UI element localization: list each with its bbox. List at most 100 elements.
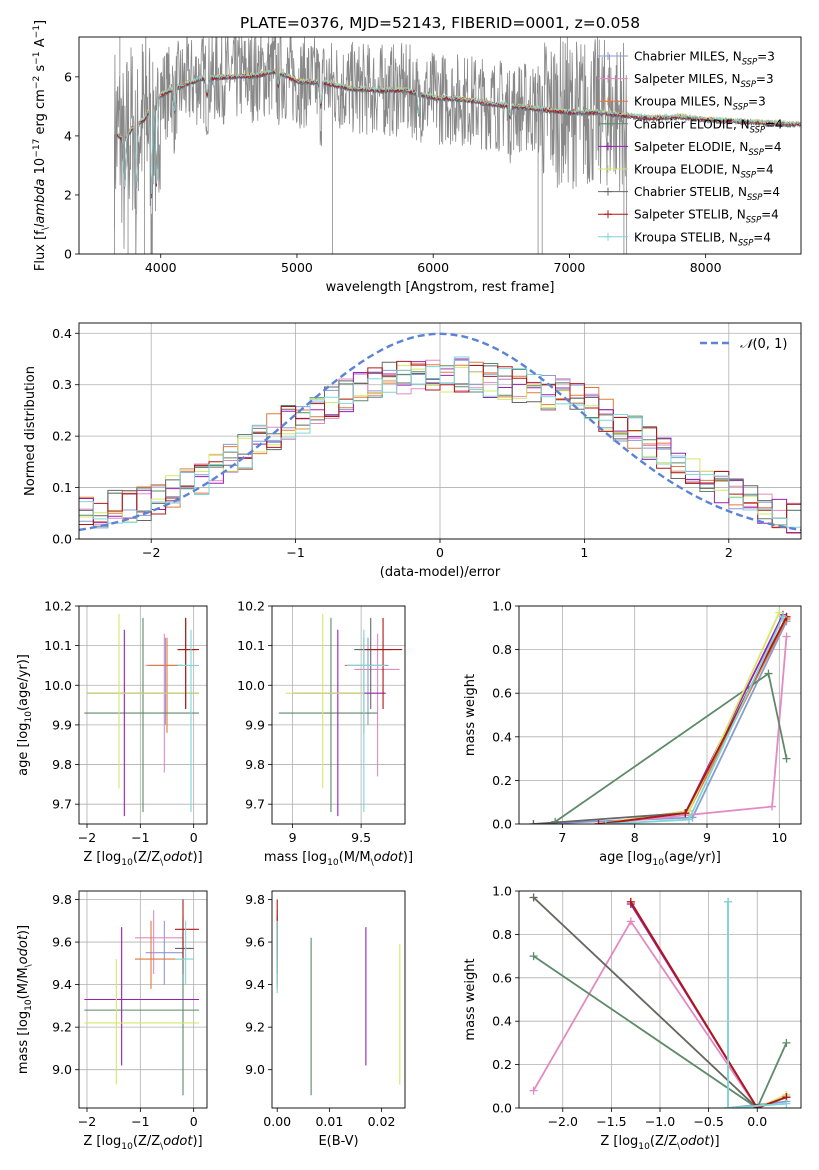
legend-label: Salpeter MILES, NSSP=3: [634, 72, 774, 89]
axes-age_vs_Z: −2 −1 0 9.7 9.8 9.9 10.0 10.1 10.2 Z [log10(Z/Z\o…: [16, 599, 208, 868]
x-axis-label: wavelength [Angstrom, rest frame]: [326, 280, 555, 295]
plot-area: [84, 899, 199, 1096]
y-tick-label: 9.8: [52, 892, 72, 907]
x-tick-label: 0.0: [747, 1114, 767, 1129]
axes-mass_weight_vs_age: 7 8 9 10 0.0 0.2 0.4 0.6 0.8 1.0 age [log10(age/yr…: [463, 599, 802, 868]
histogram-series: [79, 360, 801, 528]
x-axis-label: E(B-V): [318, 1134, 358, 1149]
axes-frame: [78, 890, 208, 1109]
x-axis-label: Z [log10(Z/Z\odot)]: [83, 850, 202, 868]
y-tick-label: 0.2: [492, 1057, 512, 1072]
x-tick-label: −2: [142, 545, 160, 560]
x-tick-label: 8000: [690, 260, 722, 275]
legend-label: Chabrier ELODIE, NSSP=4: [634, 117, 783, 134]
weight-marker: [775, 608, 784, 617]
y-axis-label: mass [log10(M/M\odot)]: [16, 925, 34, 1074]
x-tick-label: 10: [771, 830, 787, 845]
weight-series-line: [533, 955, 788, 1108]
plot-area: [79, 332, 801, 534]
weight-marker: [724, 897, 733, 906]
y-tick-label: 1.0: [492, 599, 512, 614]
x-tick-label: −1: [131, 1114, 149, 1129]
weight-series-line: [598, 614, 784, 824]
y-tick-label: 2: [64, 187, 72, 202]
legend-label: Kroupa MILES, NSSP=3: [634, 95, 766, 112]
legend-label: Chabrier STELIB, NSSP=4: [634, 185, 780, 202]
weight-marker: [626, 897, 635, 906]
y-tick-label: 0.1: [52, 480, 72, 495]
weight-marker: [768, 802, 777, 811]
y-tick-label: 9.8: [245, 892, 265, 907]
y-tick-label: 0.4: [492, 1014, 512, 1029]
y-tick-label: 0.2: [492, 773, 512, 788]
legend-marker: [604, 232, 612, 241]
x-tick-label: 5000: [281, 260, 313, 275]
y-tick-label: 9.7: [52, 797, 72, 812]
x-tick-label: 9: [289, 830, 297, 845]
y-tick-label: 10.0: [44, 678, 72, 693]
figure-title: PLATE=0376, MJD=52143, FIBERID=0001, z=0…: [240, 14, 640, 32]
legend-marker: [604, 52, 612, 60]
weight-marker: [601, 820, 610, 824]
axes-frame: [271, 605, 406, 825]
y-tick-label: 9.6: [52, 935, 72, 950]
x-tick-label: −1: [286, 545, 304, 560]
legend-label: Salpeter STELIB, NSSP=4: [634, 208, 779, 225]
y-tick-label: 0.4: [52, 326, 72, 341]
y-tick-label: 9.8: [245, 757, 265, 772]
legend-label: Salpeter ELODIE, NSSP=4: [634, 140, 782, 157]
x-tick-label: −1.5: [596, 1114, 626, 1129]
legend-label: Kroupa ELODIE, NSSP=4: [634, 163, 774, 180]
x-axis-label: mass [log10(M/M\odot)]: [264, 850, 413, 868]
x-tick-label: 6000: [417, 260, 449, 275]
y-tick-label: 0.2: [52, 429, 72, 444]
y-tick-label: 0.0: [492, 1101, 512, 1116]
legend-label: Chabrier MILES, NSSP=3: [634, 50, 775, 67]
y-tick-label: 9.6: [245, 935, 265, 950]
normal-curve: [79, 332, 801, 532]
y-axis-label: mass weight: [463, 674, 478, 756]
plot-area: [529, 608, 791, 824]
y-tick-label: 0.3: [52, 377, 72, 392]
legend-marker: [604, 165, 612, 173]
x-tick-label: 8: [631, 830, 639, 845]
x-tick-label: 7000: [554, 260, 586, 275]
weight-marker: [764, 669, 773, 678]
y-tick-label: 10.0: [237, 678, 265, 693]
weight-series-line: [727, 901, 787, 1108]
weight-marker: [782, 754, 791, 763]
x-tick-label: 9: [703, 830, 711, 845]
y-tick-label: 0.4: [492, 729, 512, 744]
weight-marker: [684, 815, 693, 824]
x-tick-label: 0: [190, 1114, 198, 1129]
plot-area: [278, 613, 403, 817]
plot-area: [529, 893, 791, 1108]
y-tick-label: 1.0: [492, 884, 512, 899]
y-tick-label: 9.0: [52, 1062, 72, 1077]
legend-label: Kroupa STELIB, NSSP=4: [634, 230, 771, 247]
y-axis-label: Normed distribution: [23, 366, 38, 496]
x-tick-label: 2: [725, 545, 733, 560]
y-tick-label: 9.0: [245, 1062, 265, 1077]
weight-marker: [594, 820, 603, 824]
y-tick-label: 0.0: [492, 817, 512, 832]
x-tick-label: −2.0: [548, 1114, 578, 1129]
x-tick-label: −2: [78, 830, 96, 845]
y-tick-label: 0.8: [492, 642, 512, 657]
y-axis-label: Flux [f\lambda 10−17 erg cm−2 s−1 A−1]: [32, 20, 51, 271]
weight-marker: [681, 809, 690, 818]
y-axis-label: age [log10(age/yr)]: [16, 654, 34, 776]
y-tick-label: 10.1: [44, 638, 72, 653]
weight-marker: [529, 820, 538, 824]
y-tick-label: 9.8: [52, 757, 72, 772]
y-tick-label: 0.6: [492, 686, 512, 701]
legend-marker: [604, 97, 612, 106]
y-tick-label: 6: [64, 69, 72, 84]
axes-mass_vs_Z: −2 −1 0 9.0 9.2 9.4 9.6 9.8 Z [log10(Z/Z\odot)] m…: [16, 890, 208, 1152]
weight-marker: [529, 893, 538, 902]
weight-series-line: [554, 672, 788, 823]
weight-marker: [626, 917, 635, 926]
x-tick-label: 0: [190, 830, 198, 845]
legend-marker: [604, 187, 612, 196]
axes-mass_weight_vs_Z: −2.0 −1.5 −1.0 −0.5 0.0 0.0 0.2 0.4 0.6 0.8 1.0 Z […: [463, 884, 802, 1152]
